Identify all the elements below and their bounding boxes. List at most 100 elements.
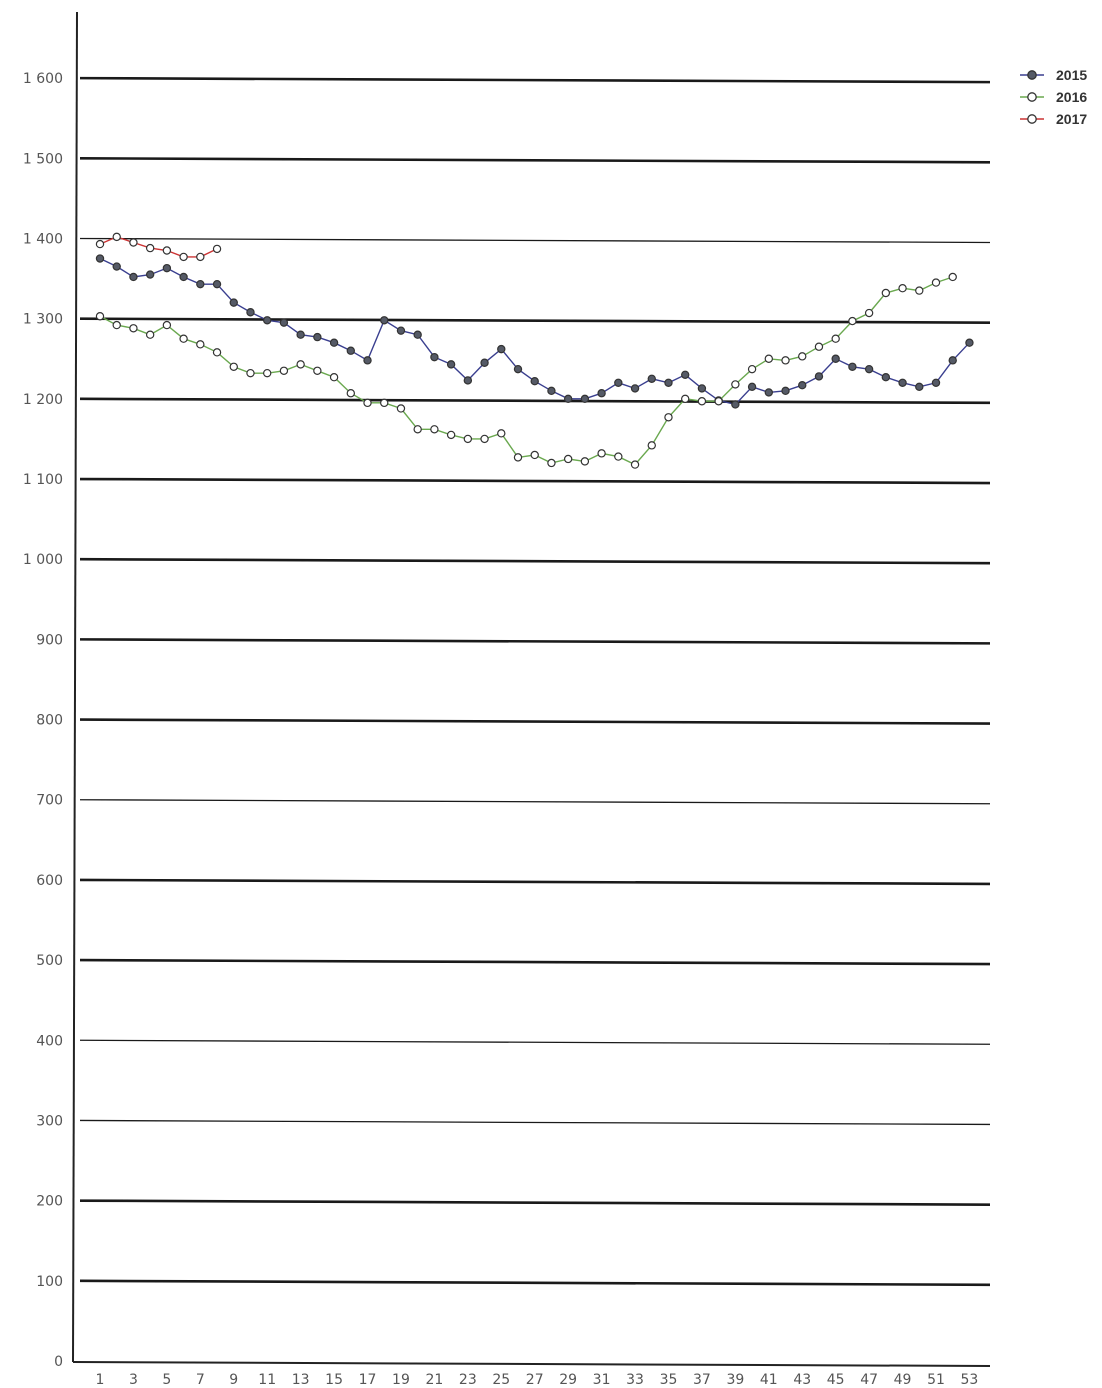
legend: 2015 2016 2017 [1020, 67, 1087, 127]
data-point [681, 370, 690, 379]
x-tick-label: 51 [927, 1372, 945, 1388]
y-tick-label: 1 400 [23, 231, 63, 247]
y-tick-label: 1 000 [23, 552, 63, 568]
data-point [864, 364, 874, 374]
data-point [380, 316, 389, 325]
gridline-1300 [79, 317, 991, 324]
data-point [747, 382, 757, 392]
x-tick-label: 49 [894, 1372, 912, 1388]
data-point [430, 352, 439, 362]
data-point [731, 380, 740, 389]
data-point [279, 318, 289, 327]
data-point [480, 358, 489, 367]
x-tick-label: 15 [325, 1372, 343, 1388]
y-tick-label: 1 600 [23, 71, 63, 87]
x-tick-label: 21 [425, 1372, 443, 1388]
x-tick-label: 45 [827, 1372, 845, 1388]
data-point [463, 434, 473, 444]
gridline-900 [79, 638, 991, 645]
x-tick-label: 17 [359, 1372, 377, 1388]
data-point [313, 332, 322, 342]
gridline-1100 [79, 477, 991, 485]
data-point [363, 398, 372, 408]
data-point [614, 452, 623, 461]
data-point [664, 378, 673, 388]
y-tick-label: 1 200 [23, 392, 63, 408]
legend-item-2016: 2016 [1020, 89, 1087, 105]
x-tick-label: 37 [693, 1372, 711, 1388]
data-point [747, 364, 757, 374]
data-point [446, 360, 456, 369]
y-tick-label: 700 [36, 793, 63, 809]
data-point [329, 338, 339, 347]
gridline-600 [79, 878, 991, 886]
data-point [764, 388, 774, 397]
data-point [614, 378, 623, 388]
data-point [162, 263, 172, 273]
data-point [430, 425, 439, 434]
data-point [931, 378, 941, 388]
data-point [965, 338, 974, 347]
data-point [881, 288, 891, 298]
y-tick-label: 500 [36, 953, 63, 969]
x-tick-label: 31 [593, 1372, 611, 1388]
data-point [329, 372, 339, 382]
legend-item-2017: 2017 [1020, 111, 1087, 127]
data-point [212, 348, 222, 357]
data-point [948, 272, 957, 282]
x-tick-label: 33 [626, 1372, 644, 1388]
data-point [196, 340, 205, 349]
data-point [681, 394, 690, 404]
data-point [396, 326, 406, 335]
data-point [781, 386, 790, 396]
data-point [179, 334, 188, 343]
data-point [145, 270, 155, 279]
data-point [112, 262, 121, 271]
x-tick-label: 1 [96, 1372, 105, 1388]
data-point [480, 434, 489, 444]
data-point [547, 386, 556, 396]
data-point [881, 372, 891, 382]
data-point [196, 279, 205, 289]
data-point [95, 312, 105, 321]
data-point [95, 254, 105, 263]
x-tick-label: 23 [459, 1372, 477, 1388]
data-point [630, 384, 640, 393]
series-2016 [95, 272, 957, 469]
y-tick-label: 800 [36, 713, 63, 729]
data-point [263, 368, 272, 378]
x-tick-label: 11 [258, 1372, 276, 1388]
data-point [647, 374, 656, 383]
x-tick-label: 27 [526, 1372, 544, 1388]
data-point [396, 404, 406, 413]
data-point [630, 460, 640, 469]
data-point [212, 279, 222, 289]
x-tick-label: 53 [961, 1372, 979, 1388]
data-point [764, 354, 774, 363]
y-axis [72, 11, 78, 1363]
data-point [848, 316, 857, 326]
data-point [948, 356, 957, 365]
series-2017 [95, 232, 222, 262]
data-point [145, 243, 155, 253]
gridline-300 [79, 1119, 991, 1126]
legend-label: 2016 [1056, 89, 1087, 105]
data-point [580, 457, 590, 466]
y-tick-label: 1 500 [23, 151, 63, 167]
legend-label: 2015 [1056, 67, 1087, 83]
data-point [196, 252, 205, 262]
data-point [898, 378, 907, 388]
gridline-1600 [79, 76, 991, 84]
data-point [279, 366, 289, 375]
data-point [212, 244, 222, 254]
y-tick-label: 1 300 [23, 312, 63, 328]
data-point [497, 344, 506, 354]
data-point [697, 384, 707, 393]
data-point [346, 346, 355, 355]
data-point [547, 458, 556, 468]
data-point [497, 429, 506, 438]
data-point [931, 278, 941, 287]
data-point [112, 320, 121, 330]
data-point [162, 246, 172, 255]
series-2015 [95, 254, 974, 409]
